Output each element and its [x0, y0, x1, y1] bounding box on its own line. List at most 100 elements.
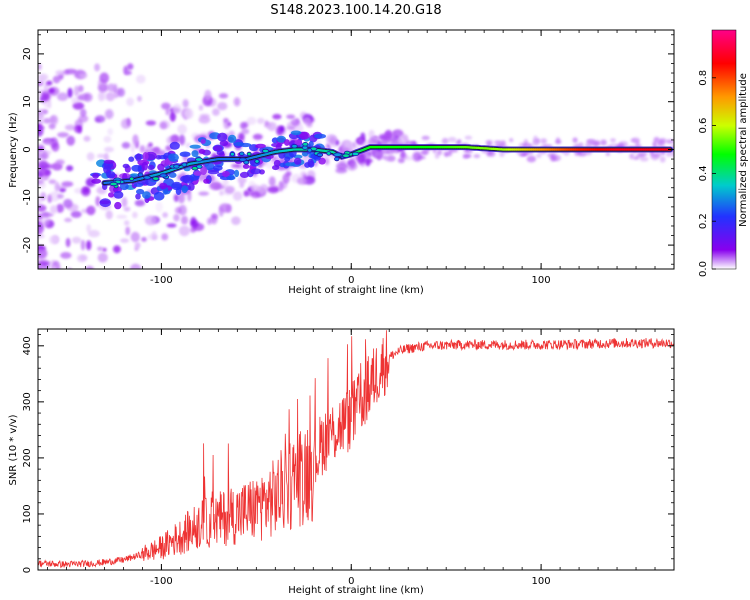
spectrogram-signal-blob [276, 135, 287, 143]
spectrogram-noise-blob [116, 214, 128, 219]
spectrogram-signal-blob [255, 143, 266, 149]
spectrogram-noise-blob [136, 74, 146, 84]
spectrogram-signal-blob [181, 185, 188, 194]
spectrogram-noise-blob [57, 193, 64, 199]
spectrogram-signal-blob [234, 169, 240, 178]
spectrogram-noise-blob [224, 185, 235, 194]
spectrogram-noise-blob [177, 124, 187, 135]
colorbar-tick-label: 0.6 [698, 118, 709, 134]
spectrogram-noise-blob [117, 87, 125, 97]
spectrogram-halo-blob [379, 155, 387, 160]
spectrogram-signal-blob [219, 140, 229, 147]
spectrogram-halo-blob [485, 139, 494, 145]
spectrogram-noise-blob [272, 113, 282, 120]
spectrogram-noise-blob [51, 265, 57, 269]
spectrogram-noise-blob [124, 70, 132, 76]
spectrogram-noise-blob [78, 115, 89, 123]
spectrogram-halo-blob [635, 139, 640, 146]
spectrogram-signal-blob [175, 187, 182, 196]
spectrogram-signal-blob [189, 144, 201, 149]
colorbar-ticks: 0.0 0.2 0.4 0.6 0.8 [698, 70, 716, 277]
spectrogram-noise-blob [80, 239, 86, 251]
spectrogram-x-tick-label: 100 [532, 275, 551, 286]
spectrogram-x-tick-label: -100 [150, 275, 173, 286]
colorbar: 0.0 0.2 0.4 0.6 0.8 Normalized spectral ampl… [698, 29, 749, 277]
spectrogram-noise-blob [148, 142, 153, 148]
snr-ticks: -100 0 100 0 100 200 300 400 [22, 329, 675, 587]
spectrogram-noise-blob [130, 142, 135, 153]
spectrogram-noise-blob [130, 231, 140, 243]
spectrogram-noise-blob [121, 142, 131, 149]
spectrogram-noise-blob [267, 121, 277, 132]
spectrogram-noise-blob [231, 163, 241, 168]
spectrogram-signal-blob [147, 164, 155, 171]
spectrogram-halo-blob [473, 154, 481, 159]
spectrogram-noise-blob [223, 118, 231, 130]
spectrogram-noise-blob [43, 118, 52, 124]
spectrogram-noise-blob [79, 108, 87, 117]
spectrogram-halo-blob [629, 153, 635, 160]
spectrogram-noise-blob [217, 102, 228, 111]
spectrogram-noise-blob [78, 85, 84, 93]
spectrogram-noise-blob [97, 252, 108, 263]
spectrogram-noise-blob [65, 237, 71, 248]
spectrogram-noise-blob [139, 293, 145, 302]
spectrogram-halo-blob [441, 137, 449, 145]
spectrogram-signal-blob [157, 163, 165, 171]
spectrogram-noise-blob [198, 104, 204, 111]
spectrogram-noise-blob [169, 111, 176, 122]
snr-x-tick-label: 100 [532, 576, 551, 587]
spectrogram-signal-blob [135, 193, 141, 200]
spectrogram-signal-blob [119, 182, 129, 191]
spectrogram-signal-blob [92, 173, 99, 179]
spectrogram-noise-blob [38, 265, 47, 269]
spectrogram-signal-blob [141, 161, 148, 171]
spectrogram-noise-blob [90, 298, 97, 303]
spectrogram-signal-blob [284, 139, 290, 146]
spectrogram-x-label: Height of straight line (km) [288, 285, 424, 296]
spectrogram-signal-blob [99, 200, 111, 205]
spectrogram-signal-blob [135, 153, 142, 162]
spectrogram-bright-spot [342, 153, 350, 158]
spectrogram-noise-blob [38, 63, 42, 71]
spectrogram-halo-blob [550, 153, 558, 160]
spectrogram-bright-spot [316, 152, 324, 158]
spectrogram-noise-blob [155, 201, 163, 213]
spectrogram-noise-blob [120, 118, 131, 130]
spectrogram-bright-spot [129, 176, 135, 181]
spectrogram-halo-blob [437, 149, 443, 156]
spectrogram-noise-blob [349, 157, 356, 169]
spectrogram-noise-blob [41, 212, 54, 218]
spectrogram-noise-blob [95, 196, 101, 207]
spectrogram-noise-blob [243, 190, 249, 197]
spectrogram-noise-blob [77, 277, 86, 284]
snr-y-tick-label: 200 [22, 448, 33, 467]
spectrogram-noise-blob [83, 289, 92, 295]
snr-series-line [38, 330, 674, 569]
spectrogram-noise-blob [184, 108, 194, 119]
spectrogram-noise-blob [178, 193, 185, 204]
spectrogram-noise-blob [38, 233, 45, 239]
snr-y-label: SNR (10 * v/v) [8, 414, 19, 485]
spectrogram-signal-blob [239, 171, 250, 178]
spectrogram-noise-blob [82, 92, 93, 102]
spectrogram-noise-blob [180, 215, 189, 225]
spectrogram-noise-blob [127, 63, 134, 70]
spectrogram-noise-blob [77, 95, 86, 101]
spectrogram-noise-blob [93, 270, 98, 278]
spectrogram-noise-blob [178, 204, 187, 216]
spectrogram-noise-blob [64, 124, 76, 131]
spectrogram-noise-blob [50, 205, 58, 214]
spectrogram-signal-blob [308, 141, 314, 147]
colorbar-gradient [711, 29, 737, 270]
colorbar-tick-label: 0.0 [698, 261, 709, 277]
spectrogram-noise-blob [76, 254, 87, 263]
spectrogram-bright-spot [351, 151, 360, 157]
spectrogram-signal-blob [212, 165, 223, 171]
spectrogram-noise-blob [59, 291, 69, 301]
colorbar-tick-label: 0.8 [698, 70, 709, 86]
spectrogram-signal-blob [227, 134, 237, 143]
spectrogram-halo-blob [526, 155, 537, 163]
spectrogram-noise-blob [267, 186, 280, 194]
spectrogram-bright-spot [254, 159, 260, 164]
